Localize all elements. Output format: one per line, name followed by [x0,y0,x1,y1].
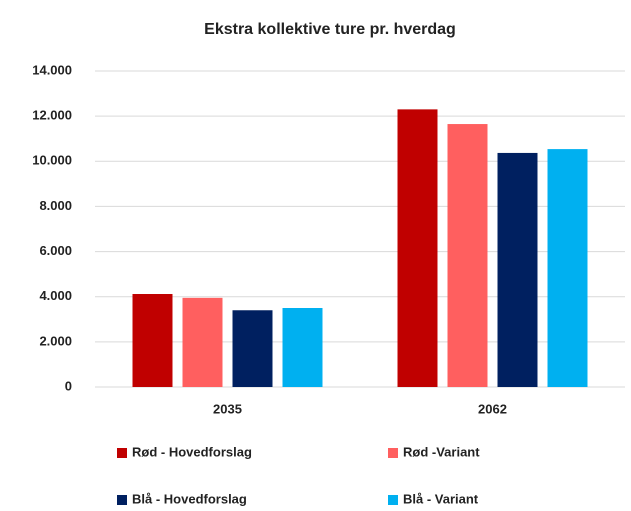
legend-label: Rød -Variant [403,444,480,459]
legend-swatch [388,495,398,505]
y-tick-label: 10.000 [32,153,72,168]
bar [132,294,173,387]
y-tick-label: 8.000 [39,198,72,213]
x-tick-label: 2062 [478,401,507,416]
bar [447,124,488,388]
y-tick-label: 6.000 [39,243,72,258]
y-tick-label: 14.000 [32,62,72,77]
y-tick-label: 2.000 [39,333,72,348]
legend-swatch [388,448,398,458]
legend-label: Blå - Variant [403,491,479,506]
chart-title: Ekstra kollektive ture pr. hverdag [204,21,456,38]
bar [182,297,223,387]
legend-swatch [117,495,127,505]
y-tick-label: 12.000 [32,108,72,123]
bar [397,109,438,387]
y-tick-label: 0 [65,378,72,393]
legend-label: Rød - Hovedforslag [132,444,252,459]
bar [282,308,323,387]
bar [232,310,273,387]
legend-label: Blå - Hovedforslag [132,491,247,506]
bar [497,152,538,387]
x-tick-label: 2035 [213,401,242,416]
bar [547,149,588,387]
y-tick-label: 4.000 [39,288,72,303]
legend-swatch [117,448,127,458]
